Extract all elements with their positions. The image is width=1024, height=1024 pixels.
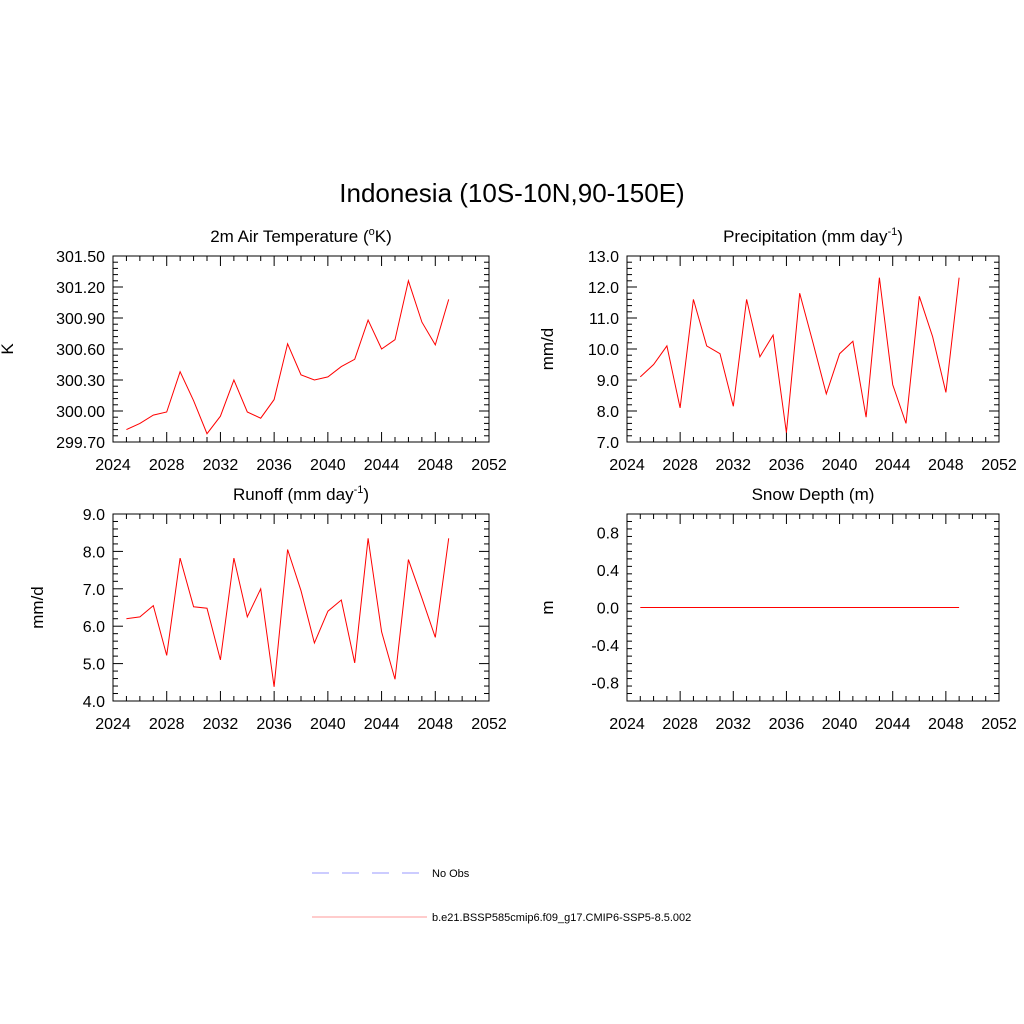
y-tick-label: 300.30 (56, 373, 105, 390)
figure-title: Indonesia (10S-10N,90-150E) (339, 178, 684, 208)
series-line (126, 538, 450, 687)
y-tick-label: 299.70 (56, 435, 105, 452)
legend-item: b.e21.BSSP585cmip6.f09_g17.CMIP6-SSP5-8.… (312, 912, 691, 924)
y-tick-label: 5.0 (83, 657, 105, 674)
y-tick-label: 301.20 (56, 280, 105, 297)
x-tick-label: 2040 (310, 716, 346, 733)
x-tick-label: 2024 (95, 457, 131, 474)
y-tick-label: 0.8 (597, 526, 619, 543)
x-tick-label: 2028 (149, 716, 185, 733)
y-tick-label: 0.4 (597, 563, 619, 580)
x-tick-label: 2044 (875, 457, 911, 474)
panel-title: 2m Air Temperature (oK) (210, 226, 392, 246)
x-tick-label: 2052 (981, 457, 1017, 474)
x-tick-label: 2028 (662, 457, 698, 474)
y-tick-label: 13.0 (588, 249, 619, 266)
y-tick-label: 301.50 (56, 249, 105, 266)
y-tick-label: 7.0 (83, 582, 105, 599)
y-axis-label: K (0, 343, 17, 355)
x-tick-label: 2052 (471, 716, 507, 733)
x-tick-label: 2036 (256, 716, 292, 733)
y-tick-label: 0.0 (597, 601, 619, 618)
y-tick-label: 7.0 (597, 435, 619, 452)
plot-frame (112, 513, 490, 702)
y-axis-label: mm/d (28, 586, 47, 629)
panel-runoff: 2024 2028 2032 2036 2040 2044 2048 2052 4.0 5.0 6.… (28, 484, 507, 733)
panel-title: Runoff (mm day-1) (233, 484, 369, 504)
x-tick-label: 2036 (769, 457, 805, 474)
y-axis-label: m (538, 600, 557, 614)
x-tick-label: 2048 (928, 457, 964, 474)
y-axis-label: mm/d (538, 328, 557, 371)
legend-label: b.e21.BSSP585cmip6.f09_g17.CMIP6-SSP5-8.… (432, 912, 691, 924)
chart-panels: 2024 2028 2032 2036 2040 2044 2048 2052 299.70 30… (0, 226, 1017, 733)
x-tick-label: 2036 (256, 457, 292, 474)
x-tick-label: 2044 (364, 457, 400, 474)
panel-title: Snow Depth (m) (752, 485, 875, 504)
y-tick-label: 8.0 (597, 404, 619, 421)
y-tick-label: 6.0 (83, 619, 105, 636)
legend-item: No Obs (312, 868, 470, 880)
x-tick-label: 2048 (417, 457, 453, 474)
x-tick-label: 2028 (662, 716, 698, 733)
series-line (126, 278, 450, 435)
x-tick-label: 2040 (310, 457, 346, 474)
x-tick-label: 2032 (203, 457, 239, 474)
x-tick-label: 2032 (715, 457, 751, 474)
y-tick-label: 8.0 (83, 544, 105, 561)
x-tick-label: 2040 (822, 716, 858, 733)
x-tick-label: 2028 (149, 457, 185, 474)
x-tick-label: 2044 (875, 716, 911, 733)
y-tick-label: 300.90 (56, 311, 105, 328)
y-tick-label: 10.0 (588, 342, 619, 359)
y-tick-label: 9.0 (83, 507, 105, 524)
x-tick-label: 2052 (471, 457, 507, 474)
panel-snow-depth: 2024 2028 2032 2036 2040 2044 2048 2052 -0.8 -0.4… (538, 485, 1017, 733)
legend-label: No Obs (432, 868, 470, 880)
y-tick-label: 11.0 (589, 311, 619, 328)
plot-frame (626, 255, 1000, 443)
x-tick-label: 2024 (95, 716, 131, 733)
plot-frame (112, 255, 490, 443)
x-tick-label: 2024 (609, 457, 645, 474)
y-tick-label: 300.00 (56, 404, 105, 421)
x-tick-label: 2024 (609, 716, 645, 733)
y-tick-label: 12.0 (588, 280, 619, 297)
x-tick-label: 2040 (822, 457, 858, 474)
y-tick-label: -0.8 (591, 675, 619, 692)
x-tick-label: 2044 (364, 716, 400, 733)
y-tick-label: 300.60 (56, 342, 105, 359)
x-tick-label: 2048 (928, 716, 964, 733)
x-tick-label: 2036 (769, 716, 805, 733)
x-tick-label: 2048 (417, 716, 453, 733)
y-tick-label: -0.4 (591, 638, 619, 655)
x-tick-label: 2032 (715, 716, 751, 733)
legend: No Obs b.e21.BSSP585cmip6.f09_g17.CMIP6-S… (312, 868, 691, 924)
panel-temperature: 2024 2028 2032 2036 2040 2044 2048 2052 299.70 30… (0, 226, 507, 474)
y-tick-label: 9.0 (597, 373, 619, 390)
panel-precipitation: 2024 2028 2032 2036 2040 2044 2048 2052 7.0 8.0 9.… (538, 226, 1017, 474)
x-tick-label: 2032 (203, 716, 239, 733)
x-tick-label: 2052 (981, 716, 1017, 733)
y-tick-label: 4.0 (83, 694, 105, 711)
panel-title: Precipitation (mm day-1) (723, 226, 903, 246)
series-line (639, 277, 960, 433)
